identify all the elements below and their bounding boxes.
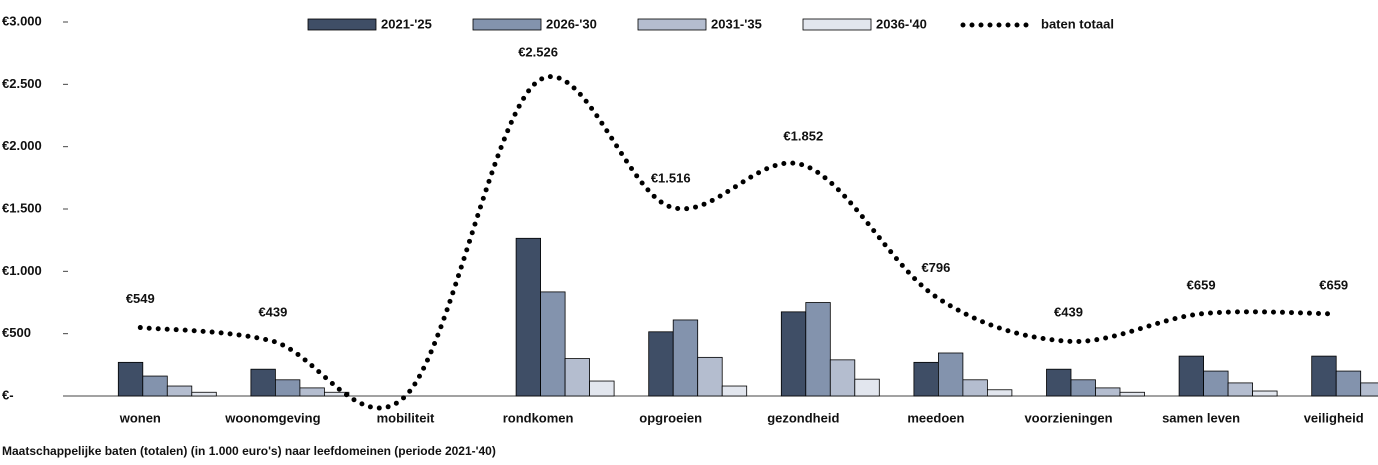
bar xyxy=(938,352,964,397)
bar xyxy=(142,375,168,397)
bar xyxy=(540,291,566,397)
bar xyxy=(1360,382,1378,397)
x-tick-label: samen leven xyxy=(1162,410,1240,425)
bar xyxy=(987,389,1013,397)
bar xyxy=(1203,370,1229,397)
bar xyxy=(274,379,301,397)
y-tick-label: €1.000 xyxy=(2,263,42,278)
bar xyxy=(648,331,674,397)
bar xyxy=(117,361,144,397)
bar xyxy=(589,380,615,397)
y-tick-label: €- xyxy=(2,387,14,402)
bar xyxy=(299,387,325,397)
bar xyxy=(564,358,590,397)
x-tick-label: meedoen xyxy=(907,410,964,425)
bar xyxy=(250,368,276,397)
bar xyxy=(805,302,831,397)
bar xyxy=(515,237,541,397)
legend-swatch xyxy=(802,18,872,31)
bar xyxy=(1095,387,1121,397)
data-label: €1.516 xyxy=(651,170,691,185)
caption: Maatschappelijke baten (totalen) (in 1.0… xyxy=(2,444,496,458)
bar xyxy=(1227,382,1253,397)
x-tick-label: wonen xyxy=(119,410,161,425)
x-tick-label: veiligheid xyxy=(1304,410,1364,425)
legend-swatch xyxy=(637,18,707,31)
bar xyxy=(829,359,856,397)
legend-swatch xyxy=(472,18,542,31)
legend-label: 2036-'40 xyxy=(876,16,927,31)
legend-label: 2031-'35 xyxy=(711,16,762,31)
data-label: €549 xyxy=(126,291,155,306)
total-line xyxy=(137,74,1337,411)
bar xyxy=(1178,355,1204,397)
bar xyxy=(1046,368,1072,397)
bar xyxy=(1070,379,1096,397)
legend-label: 2021-'25 xyxy=(381,16,432,31)
legend-swatch xyxy=(307,18,377,31)
bar xyxy=(166,385,193,397)
x-tick-label: mobiliteit xyxy=(377,410,435,425)
y-tick-label: €2.500 xyxy=(2,76,42,91)
data-label: €796 xyxy=(921,260,950,275)
bar xyxy=(854,378,880,397)
y-tick-label: €2.000 xyxy=(2,138,42,153)
data-label: €2.526 xyxy=(518,45,558,60)
bar xyxy=(1335,370,1362,397)
bar xyxy=(191,391,217,397)
data-label: €659 xyxy=(1319,277,1348,292)
bar xyxy=(1311,355,1337,397)
bar xyxy=(913,361,939,397)
data-label: €1.852 xyxy=(783,129,823,144)
y-tick-label: €500 xyxy=(2,325,31,340)
bar xyxy=(697,356,723,397)
x-tick-label: opgroeien xyxy=(639,410,702,425)
data-label: €439 xyxy=(1054,305,1083,320)
bar xyxy=(672,319,699,397)
bar xyxy=(1119,391,1145,397)
bar xyxy=(962,379,988,397)
bar xyxy=(780,311,807,397)
x-tick-label: voorzieningen xyxy=(1024,410,1112,425)
x-tick-label: rondkomen xyxy=(503,410,574,425)
x-tick-label: woonomgeving xyxy=(224,410,320,425)
y-tick-label: €3.000 xyxy=(2,13,42,28)
bar xyxy=(1252,390,1278,397)
x-tick-label: gezondheid xyxy=(767,410,839,425)
legend-label: 2026-'30 xyxy=(546,16,597,31)
y-tick-label: €1.500 xyxy=(2,200,42,215)
bar xyxy=(721,385,748,397)
data-label: €439 xyxy=(258,305,287,320)
legend-label: baten totaal xyxy=(1041,16,1114,31)
data-label: €659 xyxy=(1187,277,1216,292)
